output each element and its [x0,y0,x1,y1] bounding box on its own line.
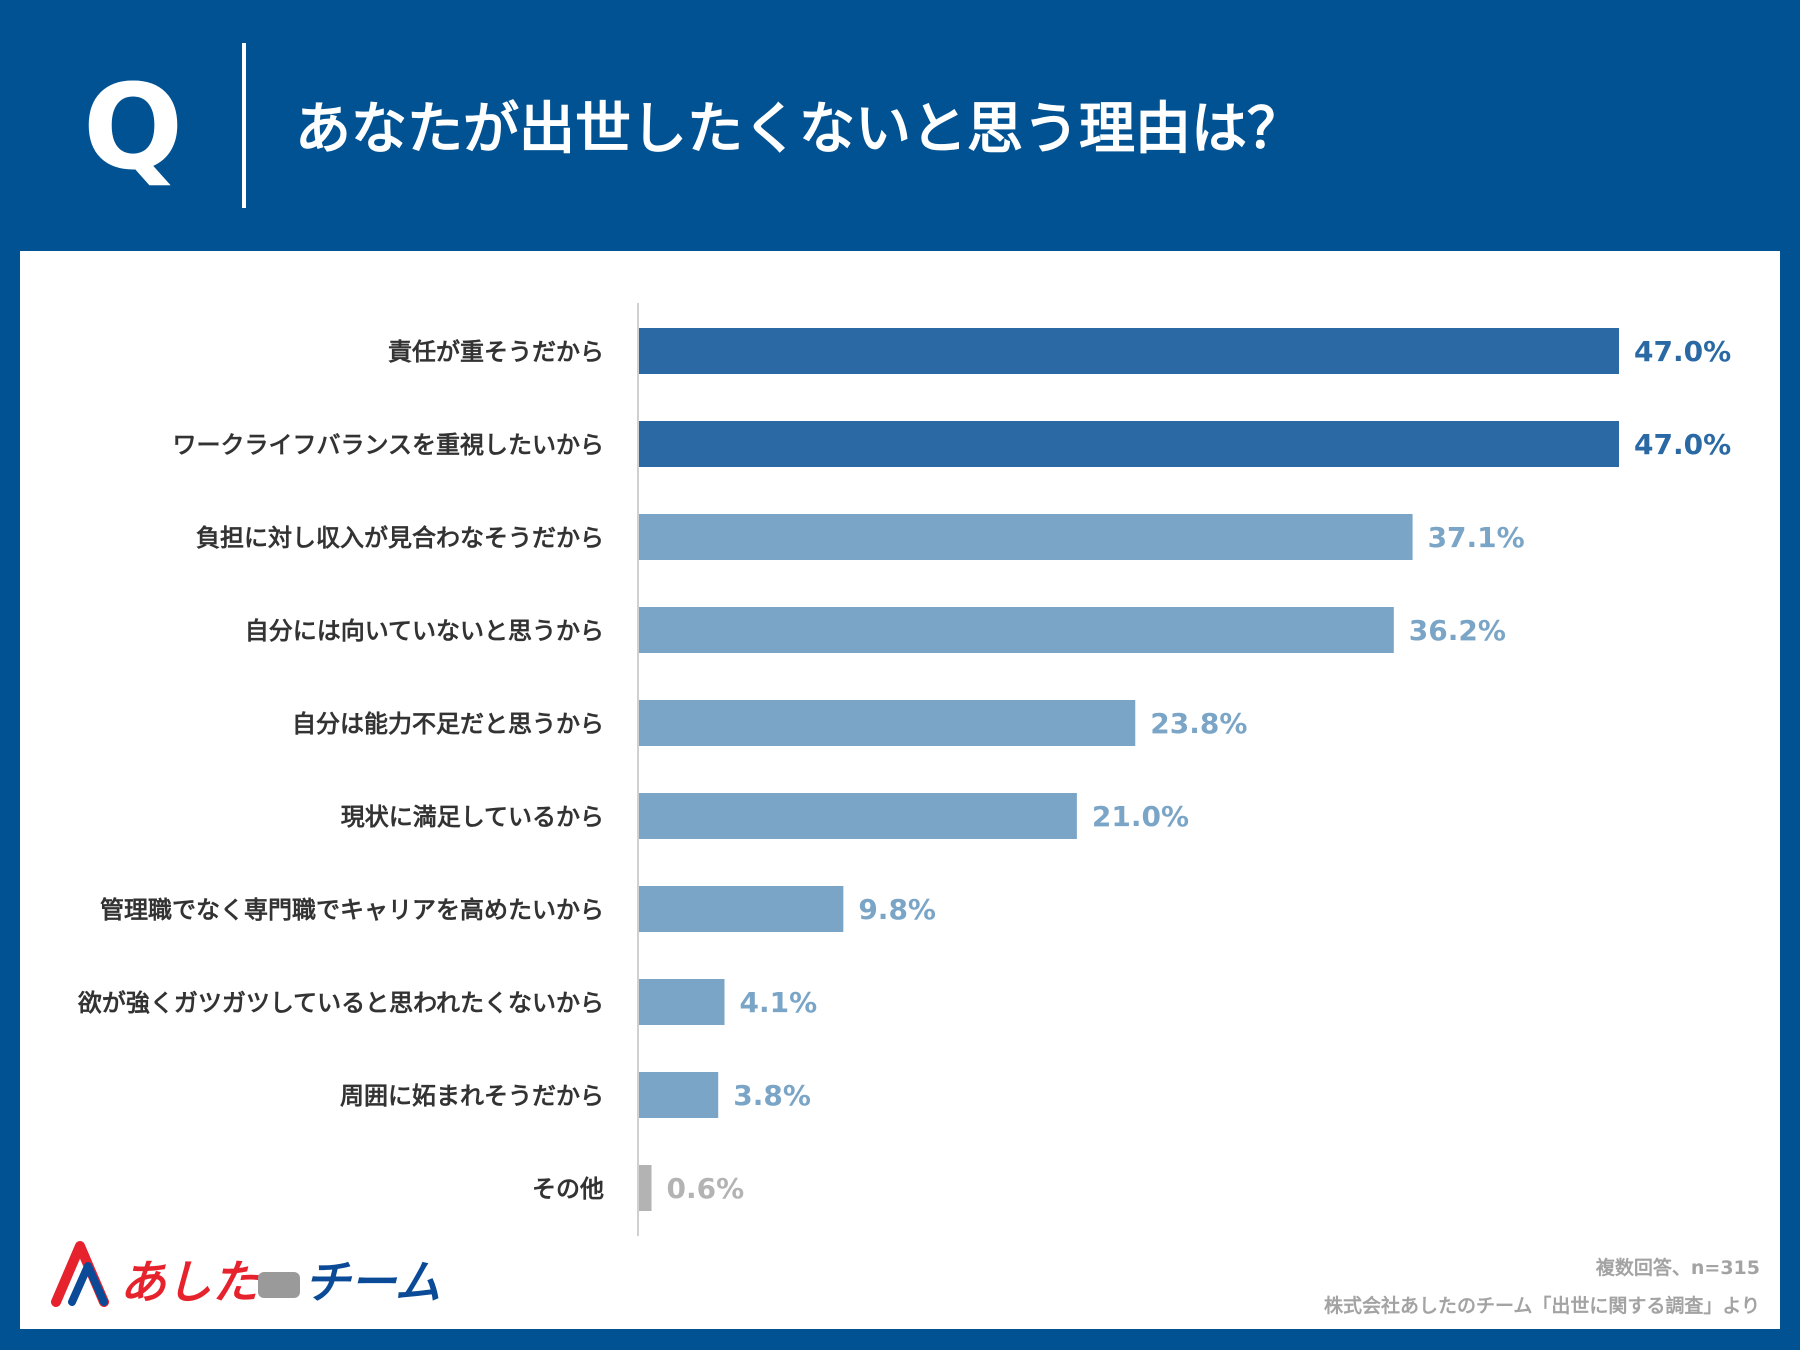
bar [639,1165,652,1211]
bar [639,514,1413,560]
value-label: 36.2% [1409,614,1506,647]
category-label: 負担に対し収入が見合わなそうだから [196,524,604,552]
category-label: 周囲に妬まれそうだから [340,1082,604,1110]
bar [639,607,1394,653]
category-label: 自分には向いていないと思うから [245,617,604,645]
value-label: 3.8% [733,1079,811,1112]
bar-chart: 責任が重そうだから 47.0% ワークライフバランスを重視したいから 47.0% 負担に… [77,303,1731,1236]
company-logo: あした チーム [48,1236,468,1316]
category-label: その他 [532,1175,604,1203]
category-label: 自分は能力不足だと思うから [292,710,604,738]
value-label: 47.0% [1634,428,1731,461]
bar [639,421,1619,467]
bar [639,700,1136,746]
category-label: 現状に満足しているから [341,803,604,831]
sample-note: 複数回答、n=315 [1595,1257,1760,1279]
category-label: 責任が重そうだから [388,338,604,366]
value-label: 21.0% [1092,800,1189,833]
source-note: 株式会社あしたのチーム「出世に関する調査」より [1323,1295,1760,1317]
svg-text:あした: あした [120,1255,260,1309]
header: Q あなたが出世したくないと思う理由は？ [0,0,1800,252]
logo-mark-icon: あした チーム [51,1241,441,1309]
value-label: 0.6% [667,1172,745,1205]
value-label: 9.8% [858,893,936,926]
category-label: 欲が強くガツガツしていると思われたくないから [77,989,604,1017]
q-icon: Q [82,58,184,196]
value-label: 47.0% [1634,335,1731,368]
category-label: 管理職でなく専門職でキャリアを高めたいから [100,896,604,924]
category-label: ワークライフバランスを重視したいから [172,431,604,459]
header-divider [242,43,246,208]
question-title: あなたが出世したくないと思う理由は？ [295,97,1303,162]
bar [639,886,844,932]
bar [639,793,1077,839]
bar [639,1072,719,1118]
svg-text:チーム: チーム [304,1255,441,1309]
bar [639,979,725,1025]
value-label: 23.8% [1150,707,1247,740]
bar [639,328,1619,374]
value-label: 4.1% [739,986,817,1019]
value-label: 37.1% [1428,521,1525,554]
chart-panel: 責任が重そうだから 47.0% ワークライフバランスを重視したいから 47.0% 負担に… [20,251,1780,1329]
